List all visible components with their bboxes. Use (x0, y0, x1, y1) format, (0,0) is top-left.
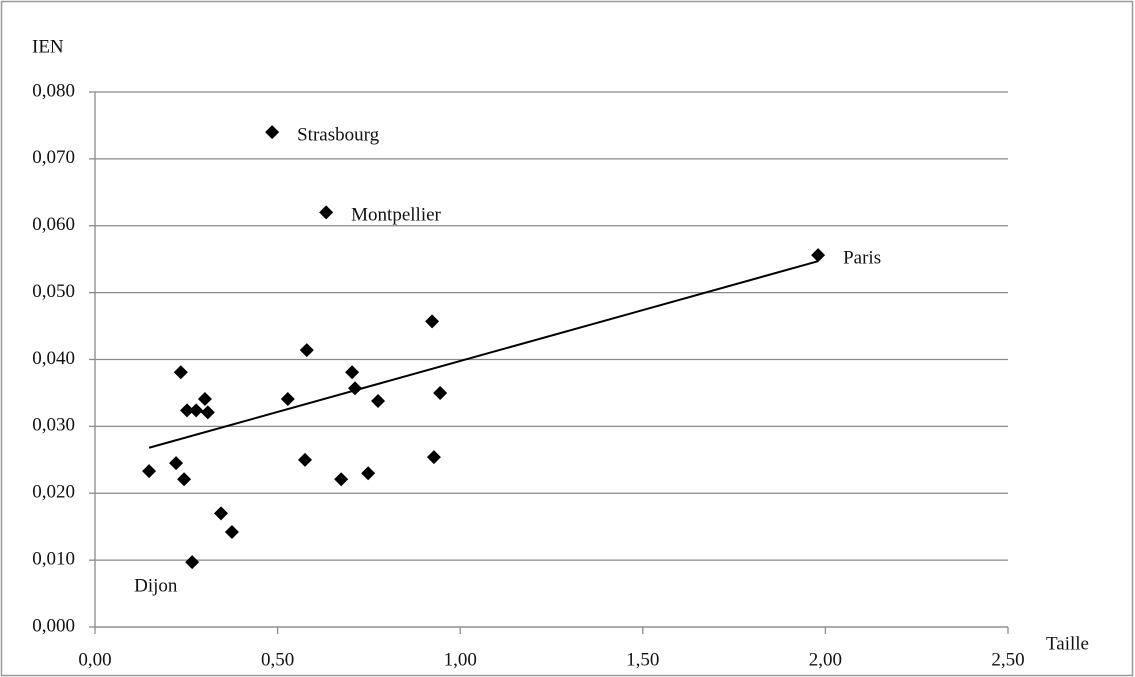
y-tick-label: 0,010 (32, 548, 75, 569)
scatter-point (371, 393, 386, 408)
scatter-point (189, 403, 204, 418)
y-axis-title: IEN (32, 36, 64, 57)
scatter-point (319, 205, 334, 220)
y-tick-label: 0,060 (32, 214, 75, 235)
scatter-point (433, 385, 448, 400)
trend-line (148, 260, 819, 449)
point-label: Strasbourg (297, 124, 379, 145)
scatter-point (213, 506, 228, 521)
scatter-point (265, 125, 280, 140)
x-tick-label: 0,00 (78, 649, 111, 670)
point-label: Montpellier (351, 205, 441, 226)
scatter-point (142, 464, 157, 479)
scatter-point (348, 381, 363, 396)
y-tick-label: 0,030 (32, 415, 75, 436)
scatter-point (169, 456, 184, 471)
scatter-point (299, 343, 314, 358)
scatter-point (280, 391, 295, 406)
scatter-point (200, 405, 215, 420)
y-tick-label: 0,040 (32, 348, 75, 369)
y-tick-label: 0,070 (32, 147, 75, 168)
scatter-point (180, 403, 195, 418)
scatter-point (297, 452, 312, 467)
x-tick-label: 2,50 (991, 649, 1024, 670)
point-label: Dijon (134, 575, 178, 596)
y-tick-label: 0,000 (32, 615, 75, 636)
scatter-point (334, 472, 349, 487)
scatter-point (425, 314, 440, 329)
scatter-point (173, 365, 188, 380)
scatter-point (197, 391, 212, 406)
scatter-point (345, 365, 360, 380)
scatter-point (177, 472, 192, 487)
point-label: Paris (843, 248, 881, 269)
y-tick-label: 0,020 (32, 482, 75, 503)
y-tick-label: 0,050 (32, 281, 75, 302)
scatter-point (811, 248, 826, 263)
x-tick-label: 1,00 (444, 649, 477, 670)
y-tick-label: 0,080 (32, 80, 75, 101)
x-tick-label: 0,50 (261, 649, 294, 670)
scatter-point (185, 555, 200, 570)
scatter-point (426, 450, 441, 465)
x-axis-title: Taille (1046, 633, 1089, 654)
x-tick-label: 1,50 (626, 649, 659, 670)
scatter-point (224, 525, 239, 540)
x-tick-label: 2,00 (809, 649, 842, 670)
scatter-point (361, 466, 376, 481)
